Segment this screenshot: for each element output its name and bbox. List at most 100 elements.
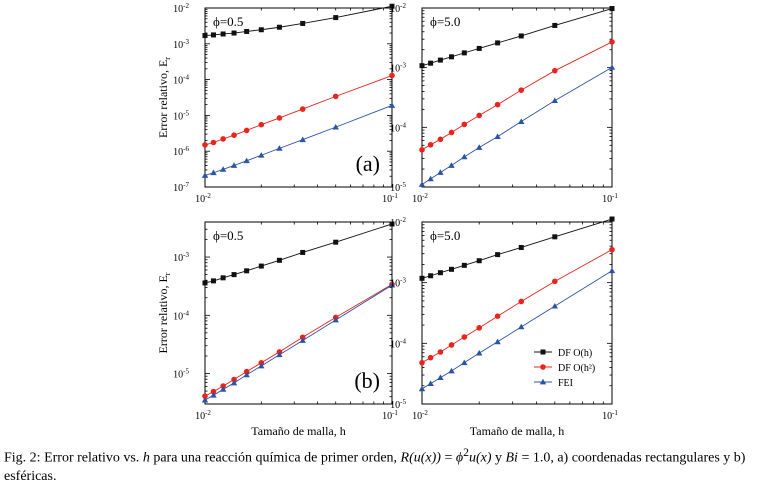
- data-point-series-2: [332, 93, 339, 100]
- data-point-series-1: [202, 33, 208, 39]
- data-point-series-3: [243, 157, 250, 164]
- data-point-series-3: [388, 281, 396, 288]
- data-point-series-1: [449, 54, 455, 60]
- x-tick-label: 10-2: [412, 409, 428, 422]
- data-point-series-2: [518, 87, 525, 93]
- data-point-series-3: [388, 102, 396, 108]
- plot-frame: [421, 7, 613, 188]
- y-tick-label: 10-2: [390, 2, 406, 15]
- data-point-series-3: [230, 379, 238, 386]
- y-tick-label: 10-2: [173, 2, 189, 15]
- data-point-series-2: [419, 147, 425, 153]
- data-point-series-2: [231, 132, 237, 138]
- data-point-series-2: [258, 121, 265, 128]
- data-point-series-2: [220, 383, 226, 389]
- x-tick-label: 10-1: [382, 409, 398, 422]
- y-tick-label: 10-3: [390, 277, 406, 290]
- plot-frame: [421, 221, 613, 405]
- data-point-series-2: [609, 246, 615, 253]
- data-point-series-2: [299, 106, 306, 112]
- data-point-series-1: [202, 280, 208, 286]
- data-point-series-2: [427, 354, 434, 361]
- y-tick-label: 10-2: [390, 216, 406, 229]
- data-point-series-3: [219, 386, 227, 392]
- data-point-series-1: [244, 28, 250, 34]
- data-point-series-2: [276, 115, 283, 121]
- data-point-series-3: [276, 351, 283, 358]
- figure: 10-2 10-3 10-4 10-5 10-6 10-7 10-2 10-1 ϕ=0.5 (a)…: [156, 2, 618, 438]
- data-point-series-2: [419, 359, 425, 366]
- series-line-2: [204, 75, 393, 146]
- data-point-series-1: [437, 270, 443, 276]
- data-point-series-1: [428, 273, 434, 279]
- data-point-series-1: [552, 234, 558, 240]
- data-point-series-2: [448, 129, 455, 136]
- data-point-series-1: [300, 249, 306, 255]
- data-point-series-1: [495, 252, 501, 258]
- plot-frame: [204, 221, 393, 405]
- data-point-series-2: [448, 342, 455, 348]
- data-point-series-1: [419, 63, 425, 69]
- panel-2: 10-2 10-3 10-4 10-5 10-2 10-1 ϕ=5.0: [390, 2, 618, 205]
- data-point-series-3: [448, 162, 455, 168]
- data-point-series-3: [461, 153, 468, 160]
- data-point-series-2: [609, 39, 615, 45]
- series-line-3: [204, 105, 393, 176]
- legend-label: DF O(h²): [558, 363, 595, 374]
- data-point-series-2: [210, 139, 217, 146]
- legend-label: FEI: [558, 378, 573, 389]
- data-point-series-1: [476, 45, 482, 51]
- data-point-series-3: [219, 166, 227, 172]
- series-line-2: [421, 41, 613, 151]
- x-tick-label: 10-2: [195, 409, 211, 422]
- data-point-series-1: [258, 27, 264, 33]
- data-point-series-2: [243, 368, 250, 375]
- y-tick-label: 10-4: [173, 309, 189, 322]
- y-tick-label: 10-5: [390, 398, 406, 411]
- data-point-series-2: [437, 136, 444, 143]
- data-point-series-1: [276, 24, 282, 30]
- figure-caption: Fig. 2: Error relativo vs. h para una re…: [4, 446, 746, 484]
- data-point-series-3: [518, 323, 525, 330]
- y-tick-label: 10-7: [173, 181, 189, 194]
- data-point-series-2: [518, 298, 525, 305]
- data-point-series-2: [389, 72, 395, 79]
- phi-label: ϕ=5.0: [430, 228, 460, 243]
- series-line-3: [421, 270, 613, 390]
- data-point-series-1: [333, 239, 339, 245]
- y-tick-label: 10-4: [173, 74, 189, 87]
- data-point-series-1: [210, 32, 216, 38]
- data-point-series-1: [609, 6, 615, 12]
- data-point-series-3: [332, 123, 339, 130]
- data-point-series-3: [494, 338, 501, 345]
- legend-marker: [540, 364, 546, 370]
- data-point-series-1: [518, 33, 524, 39]
- data-point-series-3: [210, 391, 217, 398]
- data-point-series-3: [299, 136, 306, 143]
- data-point-series-2: [552, 278, 558, 285]
- data-point-series-2: [231, 376, 237, 383]
- data-point-series-3: [243, 371, 250, 378]
- data-point-series-2: [299, 334, 306, 341]
- series-line-3: [204, 284, 393, 401]
- legend-marker: [539, 378, 547, 385]
- data-point-series-1: [495, 40, 501, 46]
- data-point-series-1: [231, 272, 237, 278]
- series-line-1: [421, 218, 613, 279]
- series-line-2: [421, 249, 613, 364]
- y-tick-label: 10-3: [390, 62, 406, 75]
- data-point-series-1: [476, 258, 482, 264]
- x-tick-label: 10-1: [602, 409, 618, 422]
- y-tick-label: 10-3: [173, 38, 189, 51]
- data-point-series-2: [427, 141, 434, 148]
- data-point-series-3: [276, 145, 283, 151]
- data-point-series-3: [475, 349, 483, 356]
- data-point-series-1: [258, 263, 264, 269]
- phi-label: ϕ=0.5: [213, 14, 243, 29]
- data-point-series-1: [461, 50, 467, 56]
- data-point-series-3: [475, 144, 483, 150]
- data-point-series-1: [220, 275, 226, 281]
- data-point-series-1: [609, 216, 615, 222]
- series-line-3: [421, 67, 613, 185]
- y-tick-label: 10-5: [390, 181, 406, 194]
